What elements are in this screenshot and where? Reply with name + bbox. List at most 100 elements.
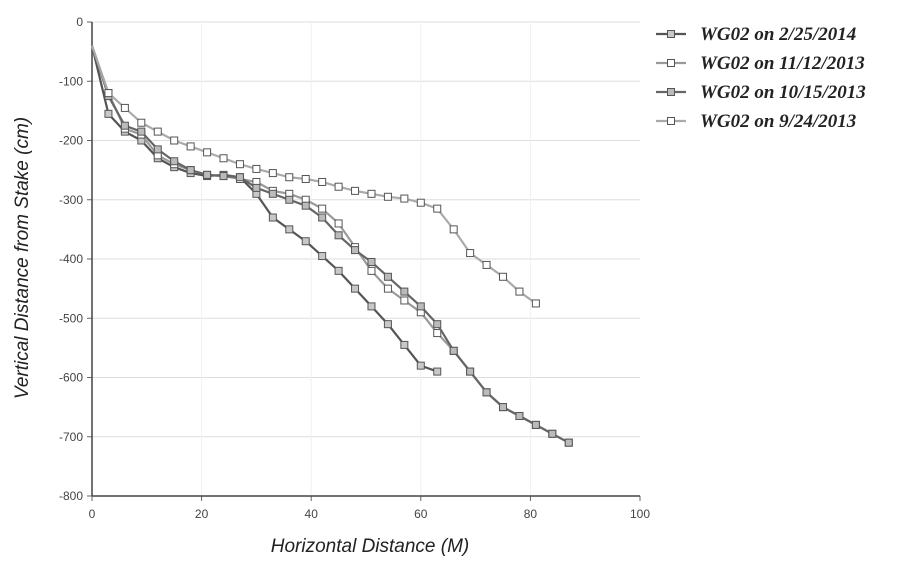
data-point <box>235 173 244 182</box>
series-2 <box>90 45 573 447</box>
legend-swatch-marker <box>667 117 675 125</box>
data-point <box>301 237 310 246</box>
series-group <box>90 45 573 447</box>
y-tick-label: -400 <box>59 252 83 266</box>
data-point <box>318 177 327 186</box>
data-point <box>548 429 557 438</box>
data-point <box>433 367 442 376</box>
data-point <box>186 142 195 151</box>
data-point <box>170 136 179 145</box>
data-point <box>235 160 244 169</box>
legend-item: WG02 on 2/25/2014 <box>656 24 856 45</box>
y-tick-label: -700 <box>59 430 83 444</box>
data-point <box>203 148 212 157</box>
data-point <box>170 157 179 166</box>
data-point <box>301 175 310 184</box>
legend-label: WG02 on 2/25/2014 <box>700 24 856 45</box>
y-axis-title: Vertical Distance from Stake (cm) <box>12 117 33 399</box>
data-point <box>383 284 392 293</box>
data-point <box>466 367 475 376</box>
data-point <box>252 183 261 192</box>
data-point <box>137 118 146 127</box>
data-point <box>252 164 261 173</box>
legend-swatch-marker <box>667 88 675 96</box>
data-point <box>449 225 458 234</box>
y-tick-label: -500 <box>59 311 83 325</box>
data-point <box>351 246 360 255</box>
data-point <box>285 195 294 204</box>
data-point <box>367 189 376 198</box>
data-point <box>318 252 327 261</box>
data-point <box>268 213 277 222</box>
series-line <box>90 45 438 373</box>
data-point <box>186 166 195 175</box>
x-tick-label: 80 <box>524 507 538 521</box>
x-tick-label: 0 <box>89 507 96 521</box>
data-point <box>367 302 376 311</box>
data-point <box>499 272 507 281</box>
data-point <box>383 192 392 201</box>
data-point <box>531 299 540 308</box>
data-point <box>285 173 294 182</box>
y-tick-label: -300 <box>59 193 83 207</box>
y-tick-label: -100 <box>59 74 83 88</box>
data-point <box>203 170 212 179</box>
data-point <box>531 420 540 429</box>
data-point <box>153 127 162 136</box>
data-point <box>433 320 442 329</box>
legend-item: WG02 on 10/15/2013 <box>656 82 866 103</box>
data-point <box>301 201 310 210</box>
data-point <box>564 438 573 447</box>
data-point <box>400 194 409 203</box>
data-point <box>400 287 409 296</box>
series-line <box>90 45 537 305</box>
y-tick-label: 0 <box>76 15 83 29</box>
data-point <box>137 127 146 136</box>
data-point <box>416 361 425 370</box>
data-point <box>433 329 442 338</box>
x-tick-labels: 0 20 40 60 80 100 <box>89 507 651 521</box>
data-point <box>268 189 277 198</box>
data-point <box>515 287 524 296</box>
data-point <box>334 231 343 240</box>
data-point <box>466 249 475 258</box>
legend: WG02 on 2/25/2014 WG02 on 11/12/2013 WG02 … <box>656 24 866 132</box>
x-tick-label: 60 <box>414 507 428 521</box>
series-1 <box>90 45 573 447</box>
data-point <box>334 266 343 275</box>
data-point <box>219 172 228 181</box>
data-point <box>482 388 491 397</box>
data-point <box>120 121 129 130</box>
data-point <box>285 225 294 234</box>
legend-label: WG02 on 10/15/2013 <box>700 82 866 103</box>
data-point <box>153 145 162 154</box>
x-tick-label: 20 <box>195 507 209 521</box>
axes <box>87 21 641 501</box>
data-point <box>400 340 409 349</box>
data-point <box>318 213 327 222</box>
series-3 <box>90 45 540 308</box>
legend-item: WG02 on 11/12/2013 <box>656 53 865 74</box>
legend-swatch-marker <box>667 30 675 38</box>
data-point <box>334 219 343 228</box>
data-point <box>499 403 507 412</box>
series-line <box>90 45 570 444</box>
data-point <box>515 412 524 421</box>
data-point <box>334 182 343 191</box>
data-point <box>416 302 425 311</box>
data-point <box>318 204 327 213</box>
x-axis-title: Horizontal Distance (M) <box>271 536 470 557</box>
series-line <box>90 45 570 444</box>
data-point <box>449 346 458 355</box>
data-point <box>219 154 228 163</box>
data-point <box>351 186 360 195</box>
y-tick-label: -600 <box>59 371 83 385</box>
data-point <box>400 296 409 305</box>
data-point <box>268 169 277 178</box>
legend-item: WG02 on 9/24/2013 <box>656 111 856 132</box>
legend-swatch-marker <box>667 59 675 67</box>
series-0 <box>90 45 442 376</box>
y-tick-label: -800 <box>59 489 83 503</box>
data-point <box>104 89 113 98</box>
data-point <box>367 266 376 275</box>
